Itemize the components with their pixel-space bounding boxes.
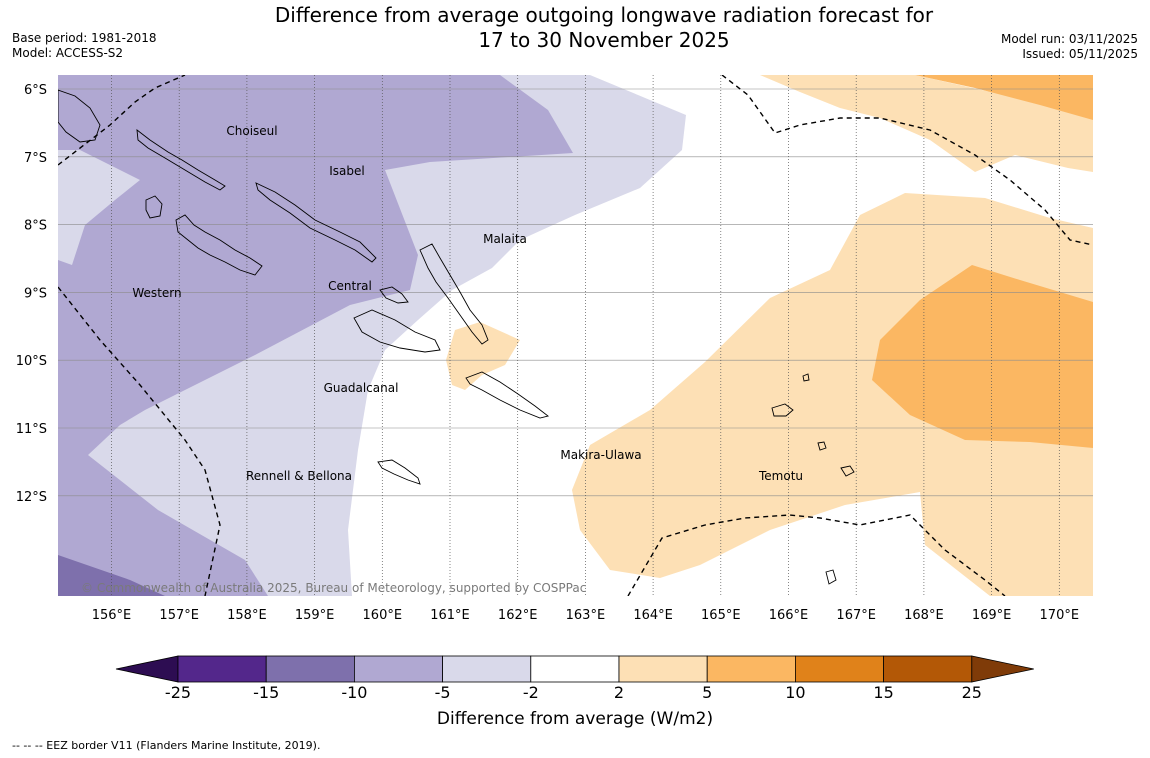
region-label-temotu: Temotu	[758, 469, 803, 483]
island-choiseul	[136, 129, 226, 191]
island-guadalcanal	[353, 309, 441, 353]
colorbar-segment	[706, 655, 796, 683]
lat-tick-label: 6°S	[24, 83, 47, 98]
colorbar-segment	[883, 655, 973, 683]
anomaly-region-plus2-c	[446, 322, 520, 390]
colorbar-tick-label: 5	[702, 683, 713, 702]
lat-tick-label: 10°S	[16, 354, 47, 369]
region-label-rennell-bellona: Rennell & Bellona	[246, 469, 352, 483]
colorbar-tick-label: -5	[434, 683, 451, 702]
longitude-axis: 156°E 157°E 158°E 159°E 160°E 161°E 162°E 163°E…	[92, 608, 1079, 623]
colorbar-extend-min	[115, 655, 179, 683]
colorbar-segment	[353, 655, 443, 683]
region-label-isabel: Isabel	[329, 164, 364, 178]
eez-border	[58, 75, 1093, 596]
colorbar-tick-label: 2	[613, 683, 625, 702]
region-label-malaita: Malaita	[483, 232, 527, 246]
copyright-notice: © Commonwealth of Australia 2025, Bureau…	[81, 581, 586, 595]
region-labels: Choiseul Isabel Malaita Western Central …	[132, 124, 803, 483]
lon-tick-label: 165°E	[701, 608, 741, 623]
lon-tick-label: 166°E	[769, 608, 809, 623]
region-label-guadalcanal: Guadalcanal	[324, 381, 399, 395]
gridlines	[58, 75, 1093, 596]
colorbar-segment	[177, 655, 267, 683]
island-santa-cruz	[771, 403, 794, 417]
issued-date: Issued: 05/11/2025	[1022, 47, 1138, 61]
lon-tick-label: 157°E	[159, 608, 199, 623]
lon-tick-label: 161°E	[430, 608, 470, 623]
lon-tick-label: 159°E	[295, 608, 335, 623]
lon-tick-label: 162°E	[498, 608, 538, 623]
colorbar-extend-max	[971, 655, 1034, 683]
island-isabel	[255, 182, 377, 263]
base-period: Base period: 1981-2018	[12, 31, 157, 45]
island-utupua	[840, 465, 855, 477]
colorbar-tick-label: 25	[961, 683, 982, 702]
anomaly-region-plus2-a	[760, 75, 1093, 172]
colorbar-tick-label: -2	[522, 683, 539, 702]
island-vanikoro	[817, 441, 827, 451]
island-rennell	[377, 459, 421, 485]
region-label-choiseul: Choiseul	[226, 124, 277, 138]
meta-left: Base period: 1981-2018 Model: ACCESS-S2	[12, 31, 157, 61]
latitude-axis: 6°S 7°S 8°S 9°S 10°S 11°S 12°S	[16, 83, 47, 505]
colorbar-tick-label: -25	[164, 683, 192, 702]
colorbar-segment	[442, 655, 532, 683]
map-title: Difference from average outgoing longwav…	[0, 3, 1150, 53]
island-anuta	[825, 569, 837, 585]
lon-tick-label: 170°E	[1040, 608, 1080, 623]
lon-tick-label: 168°E	[904, 608, 944, 623]
eez-border-west-north	[58, 75, 186, 166]
title-line-1: Difference from average outgoing longwav…	[274, 3, 934, 27]
coastlines	[58, 89, 855, 585]
colorbar-tick-label: -15	[253, 683, 280, 702]
island-duff	[802, 373, 810, 382]
region-label-central: Central	[328, 279, 372, 293]
eez-border-south-east	[627, 514, 1006, 596]
lon-tick-label: 169°E	[972, 608, 1012, 623]
colorbar-segment	[618, 655, 708, 683]
lon-tick-label: 160°E	[363, 608, 403, 623]
anomaly-region-plus5-b	[872, 265, 1093, 448]
island-central	[379, 286, 409, 304]
meta-right: Model run: 03/11/2025 Issued: 05/11/2025	[1001, 32, 1138, 62]
region-label-western: Western	[132, 286, 181, 300]
anomaly-region-plus5-a	[915, 75, 1093, 120]
colorbar-title: Difference from average (W/m2)	[436, 709, 714, 729]
map-area	[58, 75, 1093, 596]
model-run-date: Model run: 03/11/2025	[1000, 32, 1138, 46]
colorbar-tick-label: -10	[341, 683, 368, 702]
colorbar-segment	[530, 655, 620, 683]
anomaly-region-minus15	[58, 555, 165, 596]
lat-tick-label: 7°S	[24, 151, 47, 166]
lat-tick-label: 8°S	[24, 219, 47, 234]
lon-tick-label: 164°E	[633, 608, 673, 623]
colorbar-segment	[265, 655, 355, 683]
lat-tick-label: 12°S	[16, 490, 47, 505]
colorbar-tick-label: 15	[873, 683, 894, 702]
island-malaita	[419, 243, 489, 345]
model-name: Model: ACCESS-S2	[12, 46, 124, 60]
lon-tick-label: 156°E	[92, 608, 132, 623]
lat-tick-label: 11°S	[16, 422, 47, 437]
lon-tick-label: 163°E	[566, 608, 606, 623]
island-vella-lavella	[145, 195, 163, 219]
title-line-2: 17 to 30 November 2025	[478, 28, 730, 52]
region-label-makira-ulawa: Makira-Ulawa	[560, 448, 641, 462]
island-makira	[465, 371, 550, 419]
colorbar-segment	[795, 655, 885, 683]
island-new-georgia	[175, 214, 263, 276]
colorbar-tick-label: 10	[785, 683, 806, 702]
anomaly-region-minus10	[58, 75, 573, 596]
eez-border-west-south	[58, 286, 221, 596]
eez-border-north-east	[721, 75, 1093, 246]
lon-tick-label: 158°E	[227, 608, 267, 623]
eez-footnote: -- -- -- EEZ border V11 (Flanders Marine…	[12, 739, 321, 752]
colorbar	[115, 655, 1034, 683]
lat-tick-label: 9°S	[24, 286, 47, 301]
island-shortlands	[58, 89, 101, 143]
lon-tick-label: 167°E	[836, 608, 876, 623]
